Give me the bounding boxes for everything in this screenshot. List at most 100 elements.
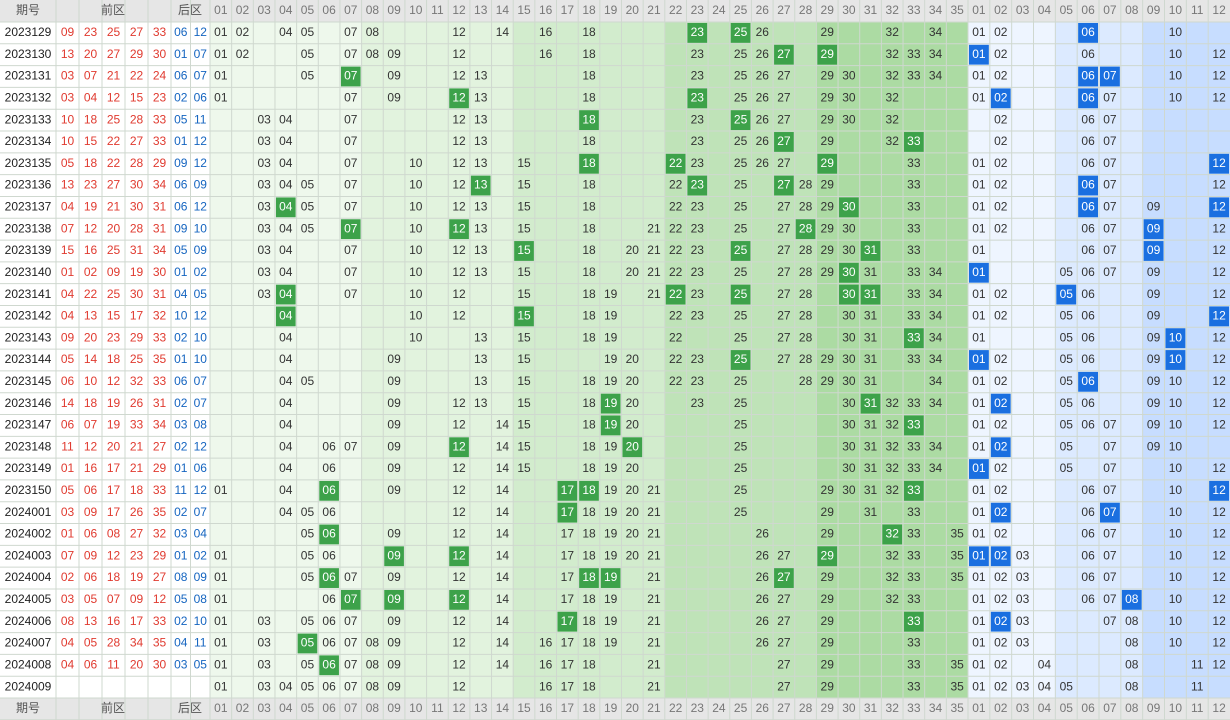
front-cell: 27 [777, 90, 791, 104]
front-cell: 19 [604, 461, 618, 475]
front-cell: 04 [279, 396, 293, 410]
front-cell: 32 [886, 592, 900, 606]
front-cell: 35 [950, 679, 964, 693]
front-column-header: 10 [409, 3, 423, 17]
front-draw: 05 [61, 156, 75, 170]
front-cell: 05 [301, 679, 315, 693]
front-cell: 27 [777, 287, 791, 301]
front-cell: 26 [756, 112, 770, 126]
front-cell: 27 [777, 657, 791, 671]
front-cell: 03 [257, 265, 271, 279]
front-hit-hit-bg [730, 110, 751, 131]
front-cell: 08 [366, 47, 380, 61]
back-cell: 05 [1060, 330, 1074, 344]
front-cell: 06 [322, 439, 336, 453]
front-cell: 29 [821, 134, 835, 148]
front-cell: 21 [647, 527, 661, 541]
front-hit-hit-bg [882, 524, 903, 545]
front-hit-hit-bg [839, 262, 859, 283]
front-cell: 04 [279, 243, 293, 257]
back-cell: 02 [994, 592, 1008, 606]
front-hit-hit-bg [319, 524, 339, 545]
front-column-bg [708, 22, 730, 698]
front-column-header: 09 [387, 3, 401, 17]
front-column-bg [210, 22, 232, 698]
front-cell: 20 [626, 461, 640, 475]
front-cell: 06 [322, 614, 336, 628]
front-cell: 15 [517, 418, 531, 432]
front-cell: 13 [474, 200, 488, 214]
front-hit-hit-bg [470, 175, 491, 196]
front-hit: 12 [452, 592, 466, 606]
back-cell: 12 [1212, 243, 1226, 257]
front-cell: 18 [582, 265, 596, 279]
front-cell: 32 [886, 461, 900, 475]
front-hit-hit-bg [774, 132, 794, 152]
front-cell: 03 [257, 112, 271, 126]
front-cell: 29 [821, 90, 835, 104]
back-hit-hit-bg [990, 546, 1011, 567]
back-cell: 02 [994, 679, 1008, 693]
front-draw: 29 [130, 330, 144, 344]
back-cell: 04 [1038, 657, 1052, 671]
front-hit: 12 [452, 439, 466, 453]
front-column-header: 33 [907, 3, 921, 17]
issue: 2023132 [5, 90, 52, 104]
front-cell: 18 [582, 178, 596, 192]
front-draw: 06 [84, 570, 98, 584]
back-column-header: 11 [1191, 701, 1204, 715]
front-cell: 04 [279, 418, 293, 432]
front-cell: 09 [387, 90, 401, 104]
front-cell: 20 [626, 418, 640, 432]
back-cell: 05 [1060, 461, 1074, 475]
front-cell: 33 [907, 221, 921, 235]
front-cell: 30 [842, 396, 856, 410]
front-cell: 05 [301, 47, 315, 61]
front-cell: 13 [474, 69, 488, 83]
front-draw: 32 [130, 374, 144, 388]
front-cell: 07 [344, 614, 358, 628]
issue: 2023145 [5, 374, 52, 388]
front-cell: 07 [344, 47, 358, 61]
front-cell: 08 [366, 25, 380, 39]
back-draw: 06 [174, 69, 188, 83]
front-cell: 29 [821, 679, 835, 693]
front-cell: 12 [452, 527, 466, 541]
front-cell: 34 [929, 352, 943, 366]
back-draw: 06 [174, 178, 188, 192]
back-cell: 02 [994, 47, 1008, 61]
back-column-header: 02 [994, 3, 1008, 17]
back-cell: 01 [972, 679, 986, 693]
front-draw: 20 [84, 330, 98, 344]
front-draw: 09 [84, 548, 98, 562]
front-cell: 27 [777, 679, 791, 693]
front-draw: 01 [61, 527, 75, 541]
front-column-header: 03 [257, 3, 271, 17]
front-cell: 20 [626, 265, 640, 279]
issue: 2023142 [5, 309, 52, 323]
front-draw: 05 [61, 483, 75, 497]
front-cell: 14 [496, 570, 510, 584]
front-column-header: 30 [842, 701, 856, 715]
front-cell: 25 [734, 69, 748, 83]
front-column-header: 07 [344, 3, 358, 17]
back-cell: 10 [1169, 461, 1183, 475]
front-draw: 19 [130, 570, 144, 584]
front-cell: 12 [452, 679, 466, 693]
front-draw: 22 [84, 287, 98, 301]
back-hit-hit-bg [1165, 350, 1186, 370]
front-cell: 13 [474, 374, 488, 388]
front-column-header: 19 [604, 701, 618, 715]
back-cell: 10 [1169, 69, 1183, 83]
front-draw: 08 [107, 527, 121, 541]
front-hit-hit-bg [774, 175, 794, 196]
front-cell: 09 [387, 439, 401, 453]
front-draw: 34 [130, 636, 144, 650]
back-cell: 02 [994, 418, 1008, 432]
back-cell: 09 [1147, 418, 1161, 432]
front-cell: 12 [452, 243, 466, 257]
front-cell: 22 [669, 200, 683, 214]
back-cell: 11 [1191, 679, 1204, 693]
front-cell: 14 [496, 527, 510, 541]
front-draw: 22 [107, 134, 121, 148]
